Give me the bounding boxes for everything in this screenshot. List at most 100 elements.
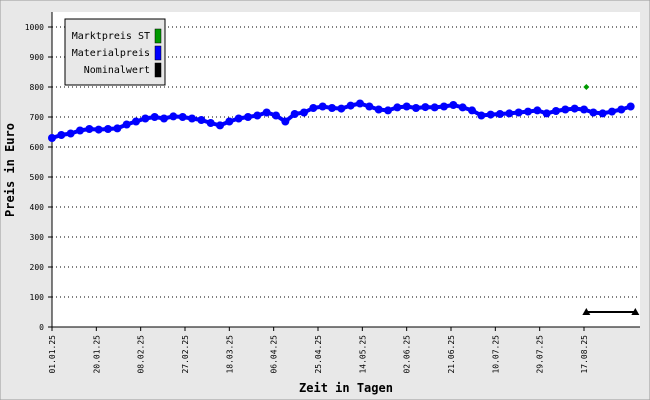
point bbox=[66, 129, 75, 138]
point bbox=[206, 119, 215, 127]
point bbox=[402, 102, 411, 111]
y-axis-label: Preis in Euro bbox=[3, 123, 17, 217]
legend-swatch bbox=[154, 45, 162, 61]
x-tick-label: 17.08.25 bbox=[580, 335, 589, 374]
point bbox=[281, 117, 290, 126]
point bbox=[197, 116, 206, 124]
point bbox=[57, 131, 66, 139]
point bbox=[608, 107, 616, 116]
point bbox=[496, 110, 504, 118]
x-tick-label: 25.04.25 bbox=[314, 335, 323, 374]
point bbox=[582, 308, 591, 315]
point bbox=[253, 111, 262, 120]
point bbox=[132, 117, 140, 126]
x-tick-label: 21.06.25 bbox=[447, 335, 456, 374]
legend-label: Nominalwert bbox=[84, 65, 150, 76]
point bbox=[216, 121, 224, 130]
y-tick-label: 600 bbox=[30, 143, 45, 152]
x-tick-label: 14.05.25 bbox=[358, 335, 367, 374]
point bbox=[440, 102, 448, 111]
point bbox=[598, 109, 607, 118]
y-tick-label: 700 bbox=[30, 113, 45, 122]
point bbox=[477, 111, 486, 120]
y-tick-label: 500 bbox=[30, 173, 45, 182]
x-tick-label: 02.06.25 bbox=[403, 335, 412, 374]
legend-box bbox=[64, 18, 166, 86]
point bbox=[94, 125, 103, 134]
x-tick-label: 06.04.25 bbox=[270, 335, 279, 374]
x-tick-label: 08.02.25 bbox=[137, 335, 146, 374]
point bbox=[570, 104, 579, 113]
point bbox=[356, 99, 364, 108]
x-tick-label: 18.03.25 bbox=[225, 335, 234, 374]
point bbox=[234, 114, 243, 123]
point bbox=[244, 113, 252, 121]
point bbox=[583, 84, 590, 90]
y-tick-label: 200 bbox=[30, 263, 45, 272]
point bbox=[468, 106, 476, 115]
x-tick-label: 20.01.25 bbox=[92, 335, 101, 374]
point bbox=[225, 117, 234, 126]
point bbox=[346, 101, 355, 110]
x-tick-label: 10.07.25 bbox=[491, 335, 500, 374]
point bbox=[290, 110, 299, 118]
legend-swatch bbox=[154, 28, 162, 44]
point bbox=[113, 124, 122, 133]
point bbox=[169, 112, 178, 121]
point bbox=[589, 108, 598, 117]
point bbox=[374, 105, 383, 114]
point bbox=[631, 308, 640, 315]
legend-label: Materialpreis bbox=[72, 48, 150, 59]
y-tick-label: 100 bbox=[30, 293, 45, 302]
y-tick-label: 300 bbox=[30, 233, 45, 242]
point bbox=[309, 104, 318, 112]
y-tick-label: 1000 bbox=[25, 23, 44, 32]
point bbox=[514, 108, 523, 117]
point bbox=[328, 104, 336, 112]
point bbox=[300, 108, 308, 117]
x-tick-label: 27.02.25 bbox=[181, 335, 190, 374]
point bbox=[617, 105, 626, 114]
point bbox=[178, 113, 187, 121]
point bbox=[262, 108, 271, 117]
point bbox=[626, 102, 635, 111]
point bbox=[318, 102, 327, 111]
x-tick-label: 01.01.25 bbox=[48, 335, 57, 374]
point bbox=[421, 103, 430, 112]
point bbox=[524, 107, 532, 116]
point bbox=[412, 104, 420, 112]
point bbox=[150, 113, 159, 121]
x-axis-label: Zeit in Tagen bbox=[299, 381, 393, 395]
x-tick-label: 29.07.25 bbox=[536, 335, 545, 374]
point bbox=[337, 104, 346, 113]
point bbox=[505, 109, 514, 118]
point bbox=[561, 105, 570, 114]
point bbox=[141, 114, 150, 123]
point bbox=[122, 120, 131, 129]
y-tick-label: 400 bbox=[30, 203, 45, 212]
point bbox=[272, 111, 280, 120]
point bbox=[533, 106, 542, 115]
point bbox=[188, 114, 196, 123]
point bbox=[160, 114, 168, 123]
point bbox=[365, 102, 374, 111]
point bbox=[430, 103, 439, 112]
point bbox=[384, 106, 392, 115]
legend: Marktpreis ST Materialpreis Nominalwert bbox=[64, 18, 166, 86]
y-tick-label: 900 bbox=[30, 53, 45, 62]
point bbox=[552, 107, 560, 115]
point bbox=[486, 110, 495, 119]
point bbox=[393, 103, 402, 112]
point bbox=[76, 126, 84, 135]
legend-label: Marktpreis ST bbox=[72, 31, 150, 42]
point bbox=[458, 103, 467, 112]
y-tick-label: 800 bbox=[30, 83, 45, 92]
point bbox=[542, 109, 551, 118]
point bbox=[449, 101, 458, 109]
point bbox=[104, 125, 112, 133]
point bbox=[48, 134, 56, 142]
legend-swatch bbox=[154, 62, 162, 78]
point bbox=[580, 105, 588, 114]
point bbox=[85, 125, 94, 133]
